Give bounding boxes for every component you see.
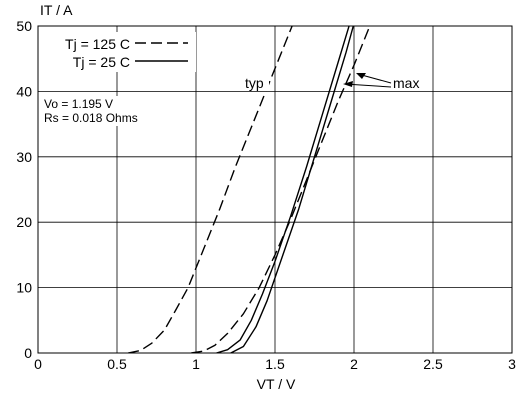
y-tick-label: 40 bbox=[16, 83, 32, 99]
max-pointer-arrow-2 bbox=[343, 81, 353, 87]
vo-annotation: Vo = 1.195 V bbox=[44, 97, 113, 111]
info-box-background bbox=[42, 96, 166, 126]
x-tick-label: 0.5 bbox=[107, 356, 127, 372]
y-tick-label: 50 bbox=[16, 18, 32, 34]
typ-label-background bbox=[243, 75, 269, 91]
info-box: Vo = 1.195 V Rs = 0.018 Ohms bbox=[42, 96, 166, 126]
max-pointer-line-2 bbox=[344, 83, 392, 88]
x-tick-label: 2 bbox=[350, 356, 358, 372]
grid bbox=[37, 25, 513, 354]
legend-label-125: Tj = 125 C bbox=[65, 36, 130, 52]
x-ticks: 0 0.5 1 1.5 2 2.5 3 bbox=[34, 356, 516, 372]
y-tick-label: 10 bbox=[16, 280, 32, 296]
max-label: max bbox=[393, 75, 419, 91]
y-tick-label: 20 bbox=[16, 214, 32, 230]
x-tick-label: 0 bbox=[34, 356, 42, 372]
series-lines bbox=[127, 26, 371, 353]
max-pointer-arrow-1 bbox=[356, 73, 366, 79]
x-axis-label: VT / V bbox=[257, 376, 296, 392]
x-tick-label: 2.5 bbox=[423, 356, 443, 372]
x-tick-label: 3 bbox=[508, 356, 516, 372]
y-ticks: 0 10 20 30 40 50 bbox=[16, 18, 32, 361]
typ-annotation: typ bbox=[243, 75, 269, 91]
legend-label-25: Tj = 25 C bbox=[73, 54, 130, 70]
y-tick-label: 0 bbox=[24, 345, 32, 361]
max-label-background bbox=[391, 75, 425, 91]
rs-annotation: Rs = 0.018 Ohms bbox=[44, 111, 138, 125]
typ-label: typ bbox=[245, 75, 264, 91]
series-line-125c-typ bbox=[127, 26, 293, 353]
legend: Tj = 125 C Tj = 25 C bbox=[46, 32, 196, 72]
max-annotation: max bbox=[343, 73, 425, 91]
plot-frame bbox=[37, 25, 513, 354]
y-tick-label: 30 bbox=[16, 149, 32, 165]
legend-background bbox=[46, 32, 196, 72]
series-line-25c-typ bbox=[216, 26, 350, 353]
series-line-25c-max bbox=[230, 26, 355, 353]
x-tick-label: 1.5 bbox=[265, 356, 285, 372]
y-axis-label: IT / A bbox=[40, 2, 73, 18]
x-tick-label: 1 bbox=[192, 356, 200, 372]
series-line-125c-max bbox=[191, 26, 371, 353]
